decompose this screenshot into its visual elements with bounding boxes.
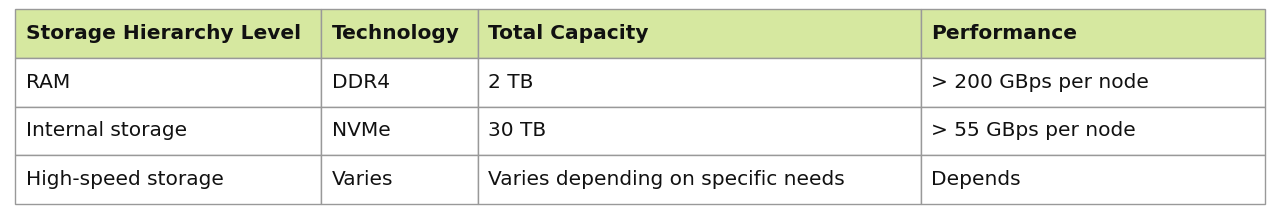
Text: Varies depending on specific needs: Varies depending on specific needs bbox=[488, 170, 845, 190]
Text: Performance: Performance bbox=[932, 23, 1078, 43]
Text: > 55 GBps per node: > 55 GBps per node bbox=[932, 121, 1137, 141]
Bar bbox=[321, 58, 477, 106]
Text: High-speed storage: High-speed storage bbox=[26, 170, 224, 190]
Bar bbox=[15, 155, 321, 204]
Bar bbox=[477, 9, 922, 58]
Bar bbox=[321, 106, 477, 155]
Bar bbox=[15, 9, 321, 58]
Bar bbox=[15, 58, 321, 106]
Bar bbox=[922, 9, 1265, 58]
Text: Depends: Depends bbox=[932, 170, 1021, 190]
Text: NVMe: NVMe bbox=[332, 121, 390, 141]
Bar bbox=[321, 155, 477, 204]
Text: Varies: Varies bbox=[332, 170, 393, 190]
Bar bbox=[321, 9, 477, 58]
Text: 2 TB: 2 TB bbox=[488, 72, 534, 92]
Text: DDR4: DDR4 bbox=[332, 72, 390, 92]
Bar bbox=[922, 106, 1265, 155]
Text: Internal storage: Internal storage bbox=[26, 121, 187, 141]
Text: Technology: Technology bbox=[332, 23, 460, 43]
Bar bbox=[477, 155, 922, 204]
Bar bbox=[922, 58, 1265, 106]
Bar bbox=[922, 155, 1265, 204]
Text: > 200 GBps per node: > 200 GBps per node bbox=[932, 72, 1149, 92]
Bar bbox=[15, 106, 321, 155]
Text: RAM: RAM bbox=[26, 72, 70, 92]
Text: Total Capacity: Total Capacity bbox=[488, 23, 649, 43]
Text: 30 TB: 30 TB bbox=[488, 121, 547, 141]
Bar bbox=[477, 58, 922, 106]
Text: Storage Hierarchy Level: Storage Hierarchy Level bbox=[26, 23, 301, 43]
Bar bbox=[477, 106, 922, 155]
